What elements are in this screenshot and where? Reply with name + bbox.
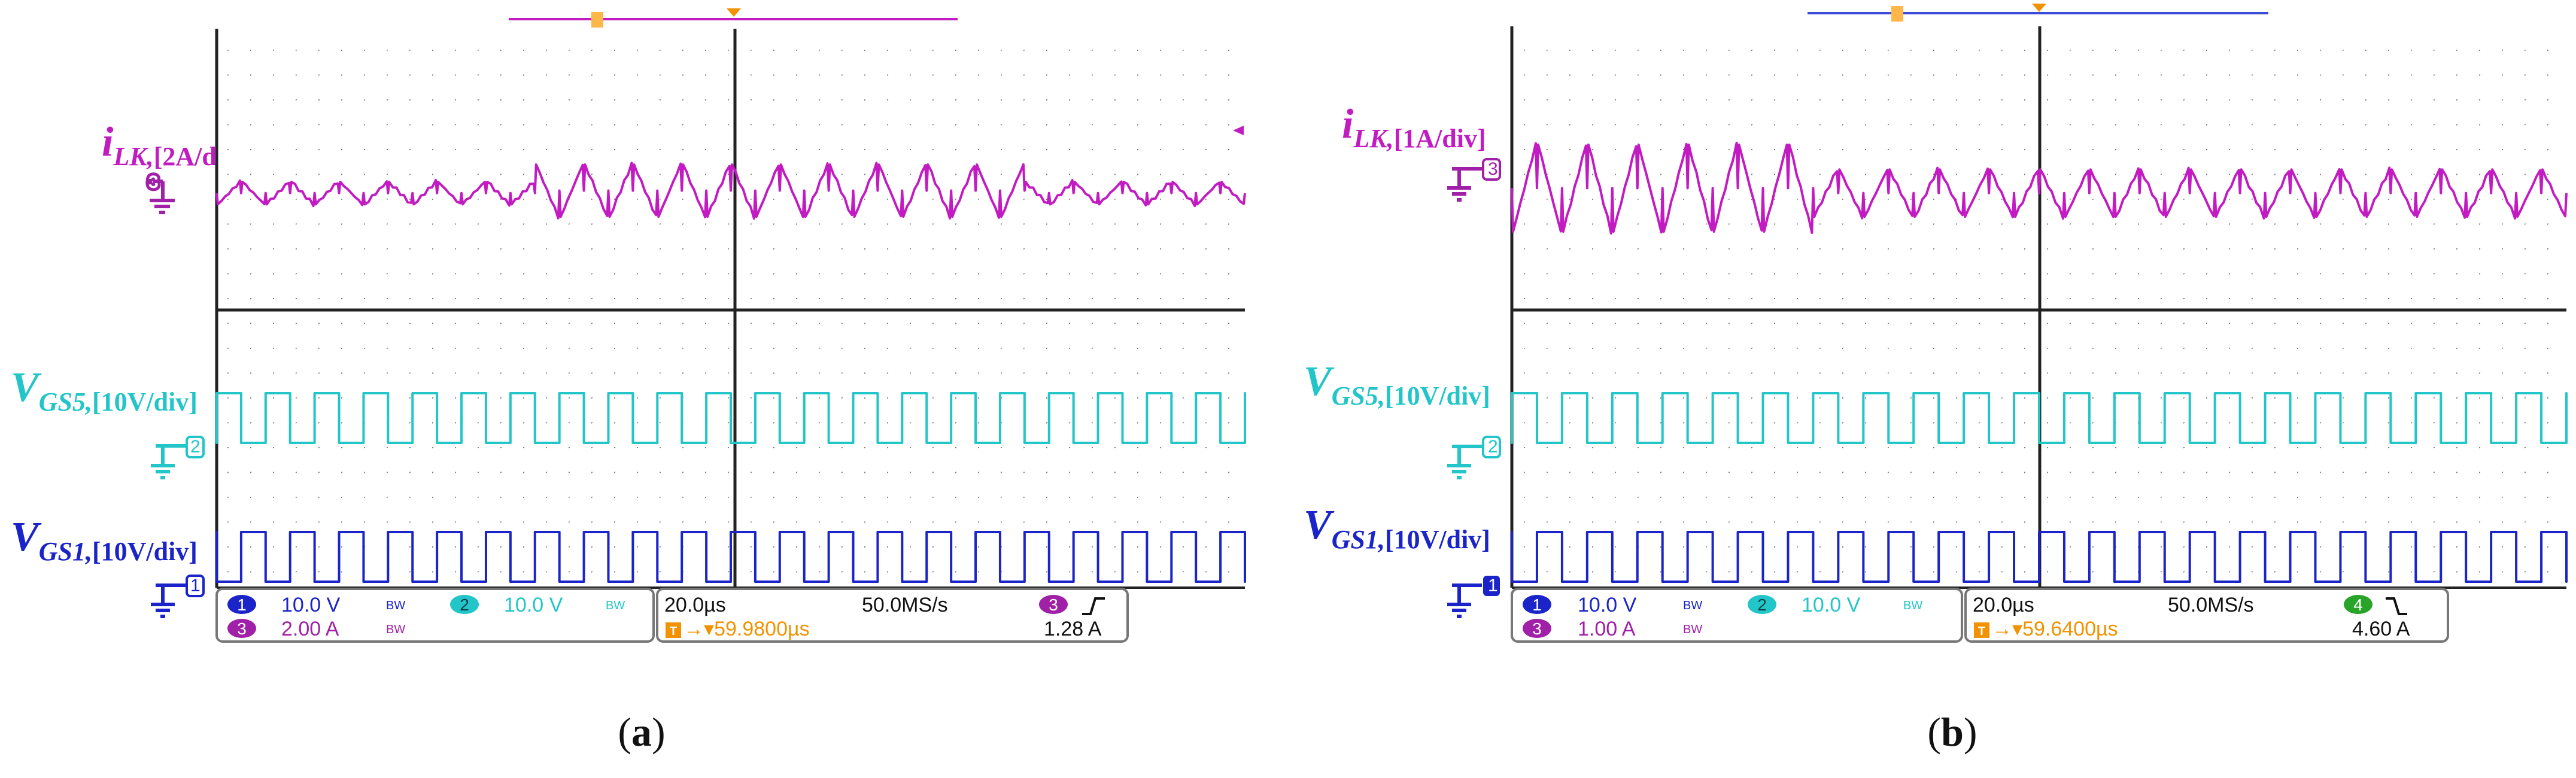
trigger-source-text-a: 3: [1049, 595, 1058, 614]
ground-marker-ch3-a: 3: [145, 169, 175, 214]
trigger-source-badge-b: [2344, 595, 2373, 614]
waveform-lk-a: [215, 162, 1246, 220]
status-bar-a: 1 10.0 V BW 2 10.0 V BW 3 2.00 A BW 20.0…: [215, 588, 1129, 643]
bw-limit-icon-ch3-a: BW: [386, 623, 405, 636]
ground-marker-ch3-b-label: 3: [1488, 159, 1498, 179]
trigger-icon-text-b: T: [1978, 625, 1985, 638]
ch3-badge-text-b: 3: [1532, 619, 1542, 638]
falling-edge-icon-b: [2386, 597, 2407, 615]
trigger-icon-text-a: T: [670, 625, 677, 638]
top-cursor-a: [591, 12, 603, 28]
bw-limit-icon-ch1-a: BW: [386, 599, 405, 612]
bw-limit-icon-ch1-b: BW: [1683, 599, 1702, 612]
trigger-level-a: 1.28 A: [1044, 618, 1102, 640]
sample-rate-b: 50.0MS/s: [2168, 594, 2254, 616]
ch3-badge-a: [227, 619, 256, 638]
ground-marker-ch1-a: 1: [151, 575, 205, 618]
waveform-gs5-b: [1511, 392, 2568, 444]
ground-marker-ch1-a-label: 1: [190, 576, 201, 595]
plot-grid-b: [1510, 26, 2566, 589]
sample-rate-a: 50.0MS/s: [862, 594, 948, 616]
trace-label-vgs1-a: VGS1,[10V/div]: [11, 514, 198, 566]
ground-marker-ch1-b: 1: [1447, 576, 1500, 618]
panel-label-b: (b): [1927, 709, 1977, 755]
timebase-a: 20.0µs: [664, 594, 726, 616]
ch2-badge-text-a: 2: [460, 595, 469, 614]
trigger-source-text-b: 4: [2353, 595, 2363, 614]
top-cursor-b: [1891, 6, 1903, 22]
timebase-b: 20.0µs: [1973, 594, 2034, 616]
trace-label-vgs5-b: VGS5,[10V/div]: [1304, 358, 1490, 411]
rising-edge-icon-a: [1082, 597, 1105, 615]
trigger-time-b: →▾59.6400µs: [1992, 618, 2118, 640]
ch1-badge-text-b: 1: [1532, 595, 1542, 614]
waveform-gs1-b: [1511, 531, 2568, 583]
ch2-badge-a: [450, 595, 479, 614]
trigger-time-a: →▾59.9800µs: [684, 618, 810, 640]
ground-marker-ch1-b-label: 1: [1488, 576, 1498, 595]
trace-label-ilk-b: iLK,[1A/div]: [1342, 101, 1486, 153]
ground-marker-ch3-b: 3: [1447, 158, 1501, 202]
ground-marker-ch2-a: 2: [151, 436, 205, 479]
ch3-scale-a: 2.00 A: [281, 618, 339, 640]
panel-b: iLK,[1A/div] VGS5,[10V/div] VGS1,[10V/di…: [1304, 4, 2568, 755]
trigger-icon-b: [1974, 622, 1989, 638]
ch2-scale-a: 10.0 V: [504, 594, 563, 616]
ch3-badge-b: [1523, 619, 1551, 638]
waveform-lk-b: [1511, 141, 2568, 235]
trigger-position-arrow-a: [727, 8, 741, 17]
ch1-badge-text-a: 1: [237, 595, 247, 614]
ch3-scale-b: 1.00 A: [1578, 618, 1636, 640]
trigger-source-badge-a: [1039, 595, 1068, 614]
waveforms-a: [215, 162, 1246, 583]
ch2-scale-b: 10.0 V: [1802, 594, 1861, 616]
ground-marker-ch2-a-label: 2: [190, 437, 201, 457]
trigger-level-b: 4.60 A: [2352, 618, 2410, 640]
trace-label-vgs1-b: VGS1,[10V/div]: [1304, 502, 1490, 554]
waveforms-b: [1511, 141, 2568, 583]
plot-grid-a: [215, 29, 1245, 589]
ch3-level-arrow-a: [1233, 126, 1244, 135]
ch1-badge-b: [1523, 595, 1551, 614]
ch1-scale-b: 10.0 V: [1578, 594, 1637, 616]
trace-label-ilk-a: iLK,[2A/div]: [102, 119, 246, 171]
status-bar-b: 1 10.0 V BW 2 10.0 V BW 3 1.00 A BW 20.0…: [1511, 588, 2449, 643]
ch1-badge-a: [227, 595, 256, 614]
trigger-position-arrow-b: [2032, 4, 2046, 12]
bw-limit-icon-ch2-a: BW: [606, 599, 625, 612]
bw-limit-icon-ch3-b: BW: [1683, 623, 1702, 636]
bw-limit-icon-ch2-b: BW: [1903, 599, 1922, 612]
panel-a: iLK,[2A/div] VGS5,[10V/div] VGS1,[10V/di…: [11, 8, 1246, 755]
trigger-icon-a: [666, 622, 681, 638]
panel-label-a: (a): [618, 709, 665, 755]
ch2-badge-b: [1748, 595, 1776, 614]
ch1-scale-a: 10.0 V: [281, 594, 341, 616]
trace-label-vgs5-a: VGS5,[10V/div]: [11, 364, 198, 417]
ground-marker-ch2-b: 2: [1447, 436, 1501, 479]
ground-marker-ch2-b-label: 2: [1488, 437, 1498, 457]
waveform-gs1-a: [215, 531, 1246, 583]
ch2-badge-text-b: 2: [1757, 595, 1767, 614]
waveform-gs5-a: [215, 392, 1246, 444]
ch3-badge-text-a: 3: [237, 619, 247, 638]
